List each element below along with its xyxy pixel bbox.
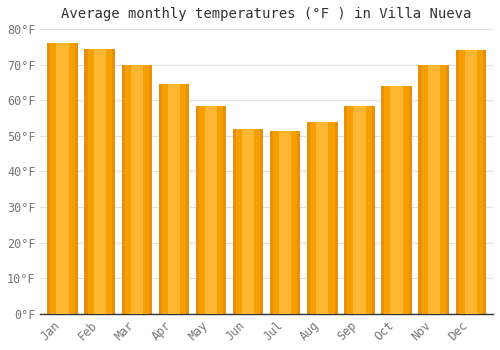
Bar <box>422 65 446 314</box>
Bar <box>384 86 408 314</box>
Bar <box>94 49 106 314</box>
Title: Average monthly temperatures (°F ) in Villa Nueva: Average monthly temperatures (°F ) in Vi… <box>62 7 472 21</box>
Bar <box>199 106 223 314</box>
Bar <box>382 86 412 314</box>
Bar <box>348 106 372 314</box>
Bar <box>242 129 254 314</box>
Bar <box>390 86 402 314</box>
Bar <box>205 106 217 314</box>
Bar <box>196 106 226 314</box>
Bar <box>122 65 152 314</box>
Bar <box>130 65 143 314</box>
Bar <box>233 129 264 314</box>
Bar <box>456 50 486 314</box>
Bar <box>279 131 291 314</box>
Bar <box>273 131 297 314</box>
Bar <box>458 50 483 314</box>
Bar <box>418 65 449 314</box>
Bar <box>158 84 189 314</box>
Bar <box>270 131 300 314</box>
Bar <box>162 84 186 314</box>
Bar <box>168 84 180 314</box>
Bar <box>310 122 334 314</box>
Bar <box>124 65 149 314</box>
Bar <box>464 50 477 314</box>
Bar <box>344 106 374 314</box>
Bar <box>48 43 78 314</box>
Bar <box>428 65 440 314</box>
Bar <box>354 106 366 314</box>
Bar <box>56 43 68 314</box>
Bar <box>88 49 112 314</box>
Bar <box>50 43 74 314</box>
Bar <box>307 122 338 314</box>
Bar <box>316 122 328 314</box>
Bar <box>84 49 115 314</box>
Bar <box>236 129 260 314</box>
